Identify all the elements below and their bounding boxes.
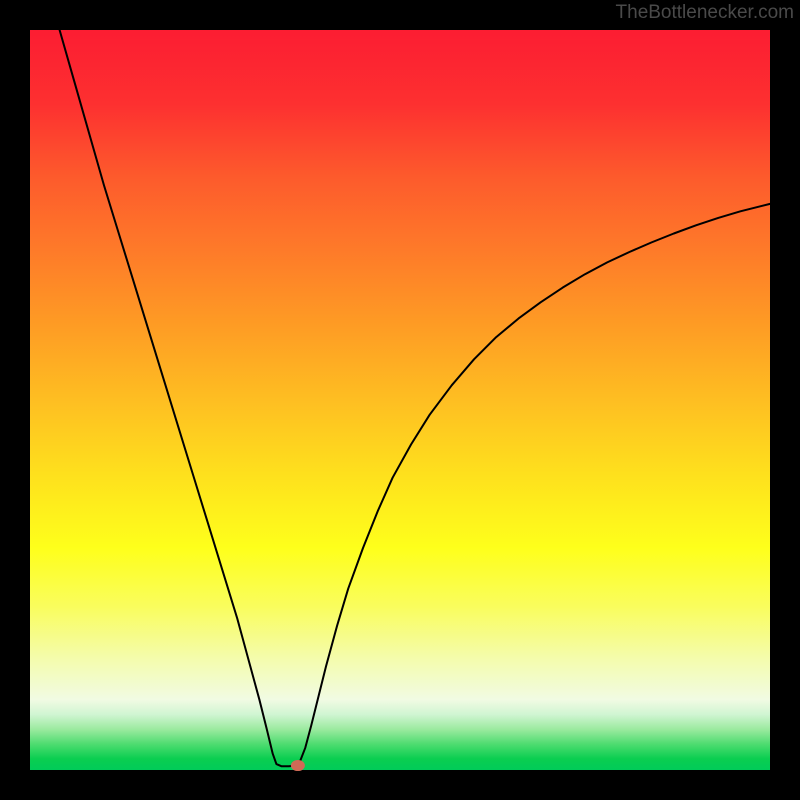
bottleneck-chart xyxy=(0,0,800,800)
optimal-marker xyxy=(291,760,305,771)
plot-background xyxy=(30,30,770,770)
chart-container: TheBottlenecker.com xyxy=(0,0,800,800)
watermark-text: TheBottlenecker.com xyxy=(616,2,794,24)
